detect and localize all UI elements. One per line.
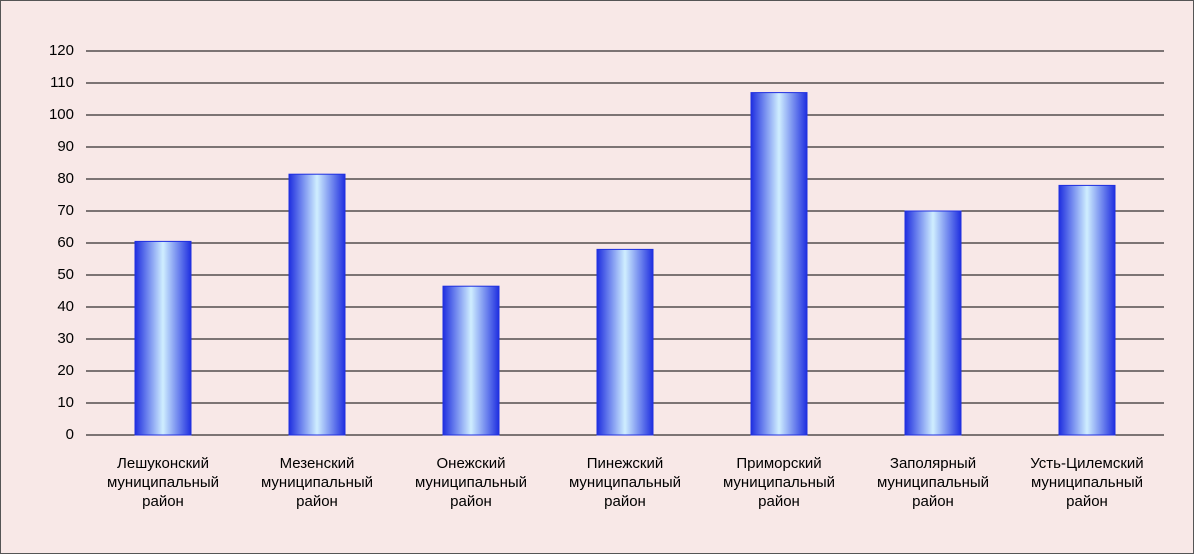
y-tick-label: 0 — [66, 426, 74, 443]
bar — [1058, 184, 1116, 436]
x-tick-label: Приморский муниципальный район — [722, 455, 836, 510]
y-tick-label: 40 — [57, 298, 74, 315]
y-tick-label: 30 — [57, 330, 74, 347]
bar — [904, 210, 962, 436]
bar — [750, 92, 808, 436]
y-tick-label: 20 — [57, 362, 74, 379]
x-tick-label: Мезенский муниципальный район — [260, 455, 374, 510]
x-tick-label: Усть-Цилемский муниципальный район — [1030, 455, 1144, 510]
bar — [134, 240, 192, 436]
y-tick-label: 90 — [57, 138, 74, 155]
y-tick-label: 110 — [50, 74, 74, 91]
y-tick-label: 100 — [49, 106, 74, 123]
x-tick-label: Онежский муниципальный район — [414, 455, 528, 510]
y-tick-label: 60 — [57, 234, 74, 251]
x-tick-label: Заполярный муниципальный район — [876, 455, 990, 510]
bar — [596, 248, 654, 436]
y-tick-label: 80 — [57, 170, 74, 187]
y-tick-label: 120 — [49, 42, 74, 59]
x-tick-label: Лешуконский муниципальный район — [106, 455, 220, 510]
bar — [288, 173, 346, 436]
y-tick-label: 70 — [57, 202, 74, 219]
y-tick-label: 10 — [57, 394, 74, 411]
y-tick-label: 50 — [57, 266, 74, 283]
x-tick-label: Пинежский муниципальный район — [568, 455, 682, 510]
bar — [442, 285, 500, 436]
